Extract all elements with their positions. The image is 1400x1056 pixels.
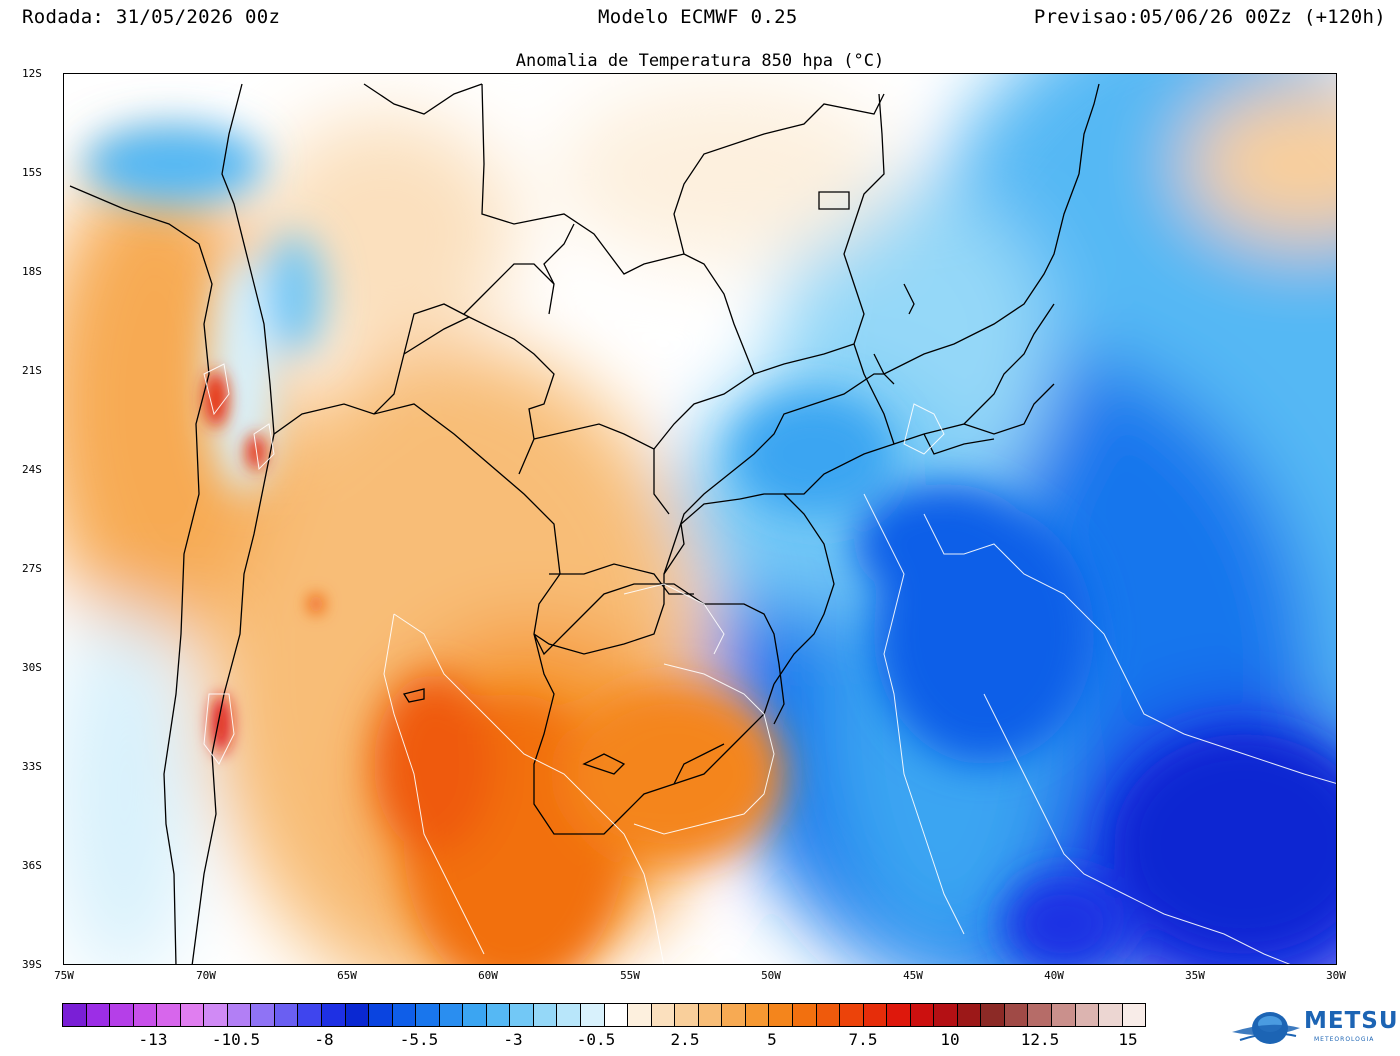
colorbar-label: 2.5 [670,1030,700,1049]
colorbar-cell [227,1004,252,1026]
colorbar-label: 12.5 [1020,1030,1060,1049]
colorbar-cell [1099,1004,1123,1026]
colorbar-cell [510,1004,534,1026]
map-title: Anomalia de Temperatura 850 hpa (°C) [515,51,885,71]
colorbar-label: -8 [314,1030,334,1049]
colorbar-label: 7.5 [848,1030,878,1049]
colorbar-cell [651,1004,676,1026]
logo-name: METSUL [1304,1008,1400,1034]
colorbar-label: -10.5 [211,1030,261,1049]
map-canvas [64,74,1336,964]
lat-label: 27S [22,562,42,575]
colorbar-label: -3 [503,1030,523,1049]
colorbar-cell [934,1004,958,1026]
lat-label: 24S [22,463,42,476]
lon-label: 65W [337,969,357,982]
colorbar-cell [745,1004,770,1026]
colorbar-cell [557,1004,582,1026]
colorbar-cell [910,1004,935,1026]
colorbar-cell [63,1004,87,1026]
colorbar-label: 15 [1118,1030,1138,1049]
lat-label: 39S [22,958,42,971]
colorbar-label: 10 [940,1030,960,1049]
colorbar-cell [604,1004,629,1026]
colorbar-cell [981,1004,1005,1026]
colorbar-cell [1028,1004,1052,1026]
colorbar-cell [322,1004,346,1026]
colorbar-cell [1122,1004,1146,1026]
lat-label: 12S [22,67,42,80]
colorbar-cell [1051,1004,1076,1026]
anomaly-field-hotspots [204,371,324,754]
lat-label: 36S [22,859,42,872]
colorbar-label: 5 [767,1030,777,1049]
anomaly-contours [203,363,1336,964]
colorbar-cell [722,1004,746,1026]
colorbar-cell [463,1004,487,1026]
colorbar-cell [816,1004,841,1026]
colorbar-cell [86,1004,111,1026]
colorbar-cell [698,1004,723,1026]
logo-subtitle: METEOROLOGIA [1314,1036,1375,1043]
lat-label: 21S [22,364,42,377]
colorbar-cell [863,1004,888,1026]
metsul-logo[interactable]: METSUL METEOROLOGIA [1230,1006,1400,1052]
colorbar-cell [345,1004,370,1026]
lon-label: 70W [196,969,216,982]
colorbar-cell [274,1004,299,1026]
colorbar-cell [392,1004,417,1026]
colorbar-label: -13 [138,1030,168,1049]
anomaly-map[interactable] [63,73,1337,965]
colorbar-cell [1075,1004,1100,1026]
colorbar-label: -0.5 [576,1030,616,1049]
lat-label: 18S [22,265,42,278]
colorbar-cell [369,1004,393,1026]
colorbar-cell [628,1004,652,1026]
colorbar-cell [792,1004,817,1026]
lat-label: 33S [22,760,42,773]
colorbar-cell [840,1004,864,1026]
lon-label: 30W [1326,969,1346,982]
forecast-time: Previsao:05/06/26 00Zz (+120h) [1033,6,1386,28]
lat-label: 30S [22,661,42,674]
colorbar-cell [180,1004,205,1026]
globe-icon [1232,1012,1300,1044]
colorbar-cell [110,1004,134,1026]
model-name: Modelo ECMWF 0.25 [598,6,798,28]
lon-label: 75W [54,969,74,982]
colorbar-cell [439,1004,464,1026]
colorbar-label: -5.5 [399,1030,439,1049]
lon-label: 45W [903,969,923,982]
colorbar-cell [133,1004,158,1026]
run-date: Rodada: 31/05/2026 00z [22,6,281,28]
colorbar-cell [957,1004,982,1026]
colorbar-cell [204,1004,228,1026]
colorbar-cell [298,1004,323,1026]
colorbar-cell [675,1004,699,1026]
lon-label: 50W [761,969,781,982]
colorbar-cell [1004,1004,1029,1026]
colorbar-cell [486,1004,511,1026]
lon-label: 55W [620,969,640,982]
colorbar-cell [769,1004,793,1026]
colorbar-cell [251,1004,275,1026]
lon-label: 35W [1185,969,1205,982]
lon-label: 40W [1044,969,1064,982]
lon-label: 60W [478,969,498,982]
colorbar-cell [157,1004,181,1026]
colorbar-cell [533,1004,558,1026]
colorbar-cell [887,1004,911,1026]
colorbar-cell [416,1004,440,1026]
colorbar [62,1003,1146,1027]
colorbar-cell [581,1004,605,1026]
lat-label: 15S [22,166,42,179]
